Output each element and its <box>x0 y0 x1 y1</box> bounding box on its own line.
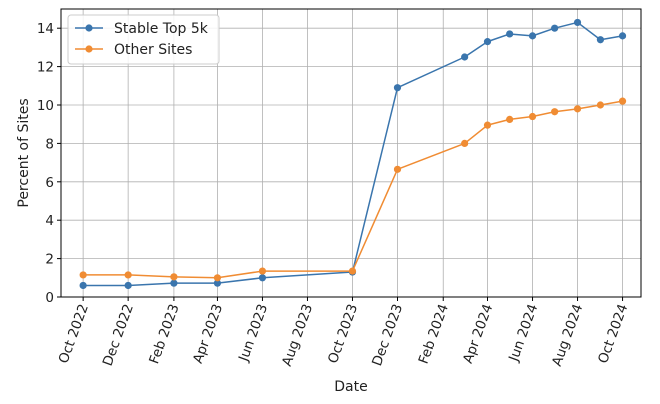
y-tick-label: 10 <box>37 98 54 114</box>
data-point <box>596 101 605 109</box>
data-point <box>213 274 222 282</box>
y-tick-label: 6 <box>45 175 54 191</box>
data-point <box>618 32 627 40</box>
data-point <box>348 267 357 275</box>
x-tick-label: Oct 2024 <box>595 302 631 366</box>
series-layer <box>79 18 627 290</box>
data-point <box>124 281 132 290</box>
x-axis-label: Date <box>334 379 367 395</box>
data-point <box>124 271 132 279</box>
data-point <box>258 267 267 275</box>
x-tick-label: Apr 2024 <box>460 302 496 366</box>
data-point <box>213 279 222 287</box>
y-tick-label: 4 <box>45 213 54 229</box>
legend-label: Stable Top 5k <box>114 21 209 37</box>
x-tick-label: Jun 2024 <box>505 302 541 365</box>
data-point <box>573 18 582 27</box>
plot-frame <box>60 8 642 298</box>
x-tick-label: Feb 2024 <box>416 302 452 366</box>
x-tick-label: Aug 2023 <box>279 302 316 369</box>
x-tick-label: Apr 2023 <box>190 302 226 366</box>
data-point <box>393 165 402 173</box>
data-point <box>596 36 605 44</box>
data-point <box>506 30 514 38</box>
legend-swatch-marker <box>85 45 93 53</box>
data-point <box>258 274 267 282</box>
data-point <box>506 115 514 123</box>
data-point <box>528 112 537 121</box>
data-point <box>528 32 537 40</box>
data-point <box>483 38 492 46</box>
data-point <box>461 53 469 61</box>
y-tick-label: 2 <box>45 252 54 268</box>
x-tick-label: Jun 2023 <box>235 302 271 365</box>
y-tick-label: 12 <box>37 60 54 76</box>
data-point <box>551 24 559 32</box>
data-point <box>170 273 178 281</box>
x-tick-label: Oct 2023 <box>325 302 361 366</box>
x-tick-label: Feb 2023 <box>146 302 182 366</box>
y-tick-label: 8 <box>45 136 54 152</box>
data-point <box>79 271 87 279</box>
data-point <box>170 279 178 287</box>
data-point <box>618 97 627 105</box>
legend-label: Other Sites <box>114 42 192 58</box>
legend-box <box>67 14 220 65</box>
legend: Stable Top 5k Other Sites <box>67 14 220 65</box>
data-point <box>483 121 492 129</box>
legend-swatch-marker <box>85 24 93 32</box>
x-tick-label: Oct 2022 <box>56 302 92 366</box>
data-point <box>461 139 469 147</box>
data-point <box>573 105 582 113</box>
y-tick-label: 0 <box>45 290 54 306</box>
x-tick-label: Dec 2022 <box>100 302 137 368</box>
x-tick-label: Aug 2024 <box>549 302 586 369</box>
series-2 <box>79 97 627 282</box>
y-tick-label: 14 <box>37 21 54 37</box>
data-point <box>79 281 87 290</box>
data-point <box>393 84 402 92</box>
data-point <box>551 108 559 116</box>
x-tick-label: Dec 2023 <box>369 302 406 368</box>
series-1 <box>79 18 627 290</box>
y-axis-label: Percent of Sites <box>16 98 32 207</box>
